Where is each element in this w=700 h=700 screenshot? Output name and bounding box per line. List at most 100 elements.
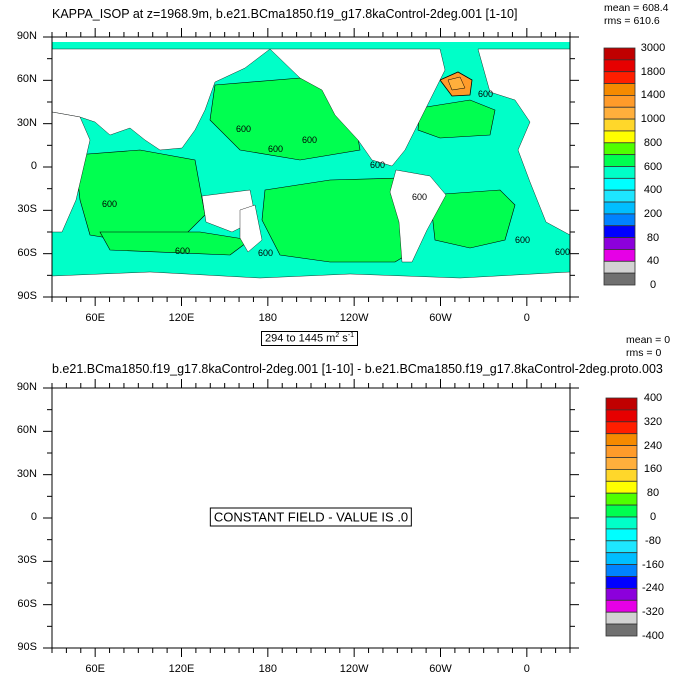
lat-label: 60N xyxy=(16,424,37,437)
colorbar-label: 80 xyxy=(646,487,660,500)
colorbar-box xyxy=(603,154,636,167)
high-value-region xyxy=(417,99,496,139)
colorbar-box xyxy=(605,588,638,601)
orange-anomaly-core xyxy=(447,76,466,91)
constant-field-message: CONSTANT FIELD - VALUE IS .0 xyxy=(209,507,413,527)
contour-label: 600 xyxy=(175,246,190,256)
colorbar-box xyxy=(603,47,636,61)
colorbar-box xyxy=(605,457,638,470)
colorbar-label: -320 xyxy=(641,606,665,619)
colorbar-box xyxy=(605,433,638,447)
colorbar-label: 1800 xyxy=(640,65,666,78)
colorbar-label: 0 xyxy=(649,511,657,523)
colorbar-box xyxy=(603,71,636,84)
high-value-region xyxy=(429,189,516,249)
lat-label: 90N xyxy=(16,381,37,393)
colorbar-box xyxy=(605,492,638,506)
panel1-range-box: 294 to 1445 m2 s-1 xyxy=(261,331,359,346)
colorbar-box xyxy=(603,166,636,179)
colorbar-box xyxy=(603,237,636,250)
colorbar-box xyxy=(605,576,638,589)
range-text: 294 to 1445 m xyxy=(265,332,336,345)
colorbar-box xyxy=(603,59,636,73)
lon-label: 60E xyxy=(85,312,105,324)
colorbar-box xyxy=(605,397,638,411)
contour-label: 600 xyxy=(102,199,117,209)
colorbar-label: 1400 xyxy=(640,89,666,102)
land-mask xyxy=(269,48,446,167)
colorbar-label: 800 xyxy=(643,136,663,149)
panel2-title: b.e21.BCma1850.f19_g17.8kaControl-2deg.0… xyxy=(52,362,663,376)
panel2-mean: mean = 0 xyxy=(626,334,671,346)
colorbar-box xyxy=(605,599,638,613)
colorbar-box xyxy=(605,528,638,542)
colorbar-label: 400 xyxy=(643,184,663,197)
contour-label: 600 xyxy=(258,248,273,258)
contour-label: 600 xyxy=(302,135,317,145)
lon-label: 120E xyxy=(168,663,195,675)
lon-label: 120E xyxy=(168,312,195,324)
colorbar-label: 80 xyxy=(646,231,660,244)
range-exp: 2 xyxy=(335,332,340,339)
panel1-mean: mean = 608.4 xyxy=(604,2,669,14)
lon-label: 0 xyxy=(523,312,530,324)
range-unit: s xyxy=(339,332,348,345)
colorbar-label: 160 xyxy=(643,463,663,476)
colorbar-box xyxy=(603,189,636,203)
contour-label: 600 xyxy=(555,247,570,257)
colorbar-box xyxy=(603,260,636,274)
colorbar-box xyxy=(605,611,638,625)
panel2-rms: rms = 0 xyxy=(626,347,662,359)
colorbar-box xyxy=(603,95,636,108)
lat-label: 30S xyxy=(17,203,37,216)
contour-label: 600 xyxy=(478,89,493,99)
lat-label: 0 xyxy=(30,160,37,172)
lat-label: 60N xyxy=(16,73,37,86)
lon-label: 120W xyxy=(339,663,369,675)
colorbar-box xyxy=(605,504,638,518)
colorbar-label: -240 xyxy=(641,582,665,595)
colorbar-box xyxy=(603,106,636,120)
panel1-title: KAPPA_ISOP at z=1968.9m, b.e21.BCma1850.… xyxy=(52,7,518,21)
colorbar-box xyxy=(603,142,636,156)
land-mask xyxy=(51,48,271,151)
colorbar-box xyxy=(603,201,636,215)
land-mask xyxy=(239,204,263,253)
contour-label: 600 xyxy=(268,144,283,154)
colorbar-label: 3000 xyxy=(640,42,666,54)
colorbar-label: 0 xyxy=(649,279,657,291)
colorbar-box xyxy=(605,552,638,566)
lon-label: 180 xyxy=(258,663,278,675)
colorbar-box xyxy=(603,83,636,96)
colorbar-label: -80 xyxy=(645,534,661,547)
colorbar-box xyxy=(605,540,638,554)
lon-label: 0 xyxy=(523,663,530,675)
lat-label: 60S xyxy=(17,246,37,259)
colorbar-box xyxy=(605,516,638,530)
colorbar-label: 200 xyxy=(643,207,663,220)
lat-label: 30S xyxy=(17,554,37,567)
colorbar-label: 600 xyxy=(643,160,663,173)
colorbar-box xyxy=(605,564,638,577)
colorbar-label: 40 xyxy=(646,255,660,268)
lat-label: 30N xyxy=(16,467,37,480)
colorbar-label: -400 xyxy=(641,630,665,642)
lon-label: 60W xyxy=(429,312,452,324)
land-mask xyxy=(389,169,447,263)
colorbar-label: 400 xyxy=(643,392,663,404)
colorbar-box xyxy=(603,177,636,191)
lon-label: 120W xyxy=(339,312,369,324)
lon-label: 60E xyxy=(85,663,105,675)
contour-label: 600 xyxy=(370,160,385,170)
colorbar-box xyxy=(605,421,638,435)
colorbar-box xyxy=(603,272,636,286)
colorbar-label: -160 xyxy=(641,558,665,571)
colorbar-box xyxy=(603,249,636,262)
contour-label: 600 xyxy=(236,124,251,134)
contour-label: 600 xyxy=(515,235,530,245)
colorbar-box xyxy=(603,225,636,239)
colorbar-label: 240 xyxy=(643,439,663,452)
colorbar-box xyxy=(605,480,638,494)
